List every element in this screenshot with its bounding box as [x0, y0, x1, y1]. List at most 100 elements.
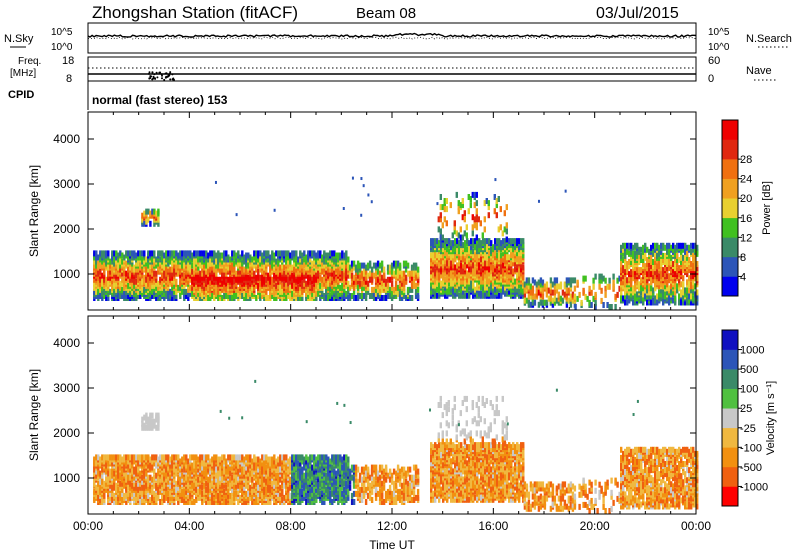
range-gate-cell: [155, 256, 158, 263]
range-gate-cell: [341, 250, 344, 257]
range-gate-cell: [522, 264, 525, 271]
range-gate-cell: [121, 252, 124, 259]
range-gate-cell: [666, 273, 669, 280]
range-gate-cell: [179, 262, 182, 269]
range-gate-cell: [374, 282, 378, 289]
range-gate-cell: [217, 262, 220, 269]
range-gate-cell: [287, 258, 290, 265]
scatter-point: [214, 180, 217, 184]
range-gate-cell: [439, 212, 442, 219]
range-gate-cell: [129, 494, 132, 501]
range-gate-cell: [682, 246, 685, 253]
range-gate-cell: [143, 497, 146, 503]
range-gate-cell: [642, 285, 645, 292]
range-gate-cell: [398, 272, 402, 279]
range-gate-cell: [341, 270, 344, 277]
range-gate-cell: [652, 250, 655, 257]
range-gate-cell: [390, 262, 394, 269]
range-gate-cell: [129, 250, 132, 257]
range-gate-cell: [323, 250, 326, 257]
range-gate-cell: [471, 224, 474, 231]
range-gate-cell: [559, 295, 563, 302]
range-gate-cell: [680, 269, 683, 276]
range-gate-cell: [141, 484, 144, 491]
freq-dip-point: [171, 73, 174, 76]
range-gate-cell: [125, 499, 128, 505]
range-gate-cell: [508, 254, 511, 261]
range-gate-cell: [215, 268, 218, 275]
range-gate-cell: [265, 293, 268, 299]
range-gate-cell: [606, 283, 609, 290]
range-gate-cell: [331, 286, 334, 293]
range-gate-cell: [406, 270, 410, 277]
range-gate-cell: [362, 278, 366, 285]
range-gate-cell: [626, 299, 629, 306]
range-gate-cell: [646, 271, 649, 278]
range-gate-cell: [215, 252, 218, 259]
range-gate-cell: [410, 282, 414, 289]
range-gate-cell: [119, 290, 122, 297]
range-gate-cell: [137, 464, 140, 471]
range-gate-cell: [404, 266, 408, 273]
range-gate-cell: [93, 456, 96, 463]
range-gate-cell: [111, 258, 114, 265]
nsearch-label: N.Search: [746, 33, 792, 45]
range-gate-cell: [237, 250, 240, 257]
range-gate-cell: [644, 254, 647, 261]
range-gate-cell: [327, 284, 330, 291]
range-gate-cell: [396, 260, 400, 267]
range-gate-cell: [141, 278, 144, 285]
range-gate-cell: [444, 264, 447, 271]
range-gate-cell: [169, 293, 172, 299]
range-gate-cell: [261, 252, 264, 259]
freq-dip-point: [156, 76, 159, 79]
range-gate-cell: [650, 285, 653, 292]
range-gate-cell: [356, 295, 360, 301]
range-gate-cell: [141, 490, 144, 497]
range-gate-cell: [662, 242, 665, 249]
range-gate-cell: [512, 250, 515, 257]
range-gate-cell: [217, 250, 220, 257]
range-gate-cell: [654, 285, 657, 292]
range-gate-cell: [119, 458, 122, 465]
range-gate-cell: [137, 276, 140, 283]
range-gate-cell: [458, 276, 461, 283]
range-gate-cell: [656, 299, 659, 306]
range-gate-cell: [648, 271, 651, 278]
range-gate-cell: [143, 454, 146, 461]
range-gate-cell: [95, 454, 98, 461]
range-gate-cell: [386, 282, 390, 289]
range-gate-cell: [694, 254, 697, 261]
range-gate-cell: [668, 246, 671, 253]
range-gate-cell: [686, 254, 689, 261]
range-gate-cell: [654, 254, 657, 261]
range-gate-cell: [189, 276, 192, 283]
range-gate-cell: [694, 283, 697, 290]
range-gate-cell: [368, 274, 372, 281]
range-gate-cell: [331, 278, 334, 285]
range-gate-cell: [638, 267, 641, 274]
range-gate-cell: [191, 278, 194, 285]
range-gate-cell: [319, 293, 322, 299]
freq-dip-point: [165, 75, 168, 78]
range-gate-cell: [207, 268, 210, 275]
range-gate-cell: [157, 250, 160, 257]
range-gate-cell: [149, 268, 152, 275]
range-gate-cell: [239, 282, 242, 289]
range-gate-cell: [145, 488, 148, 495]
range-gate-cell: [119, 490, 122, 497]
range-gate-cell: [463, 216, 466, 223]
range-gate-cell: [163, 268, 166, 275]
range-gate-cell: [237, 268, 240, 275]
range-gate-cell: [555, 283, 559, 290]
range-gate-cell: [439, 194, 442, 200]
range-gate-cell: [658, 279, 661, 286]
range-gate-cell: [131, 482, 134, 489]
range-gate-cell: [169, 270, 172, 277]
range-gate-cell: [472, 292, 475, 299]
range-gate-cell: [504, 256, 507, 263]
range-gate-cell: [535, 281, 539, 288]
range-gate-cell: [221, 286, 224, 293]
range-gate-cell: [664, 257, 667, 263]
range-gate-cell: [390, 280, 394, 287]
